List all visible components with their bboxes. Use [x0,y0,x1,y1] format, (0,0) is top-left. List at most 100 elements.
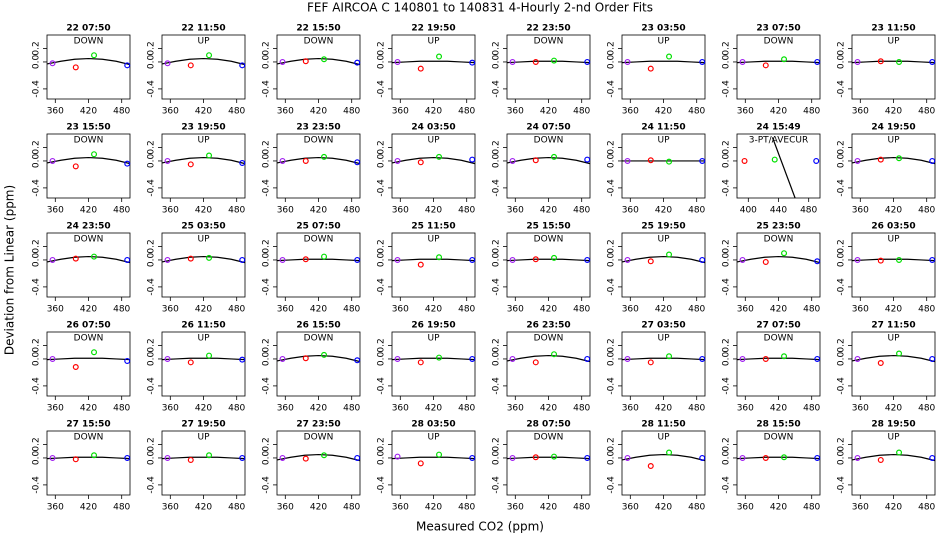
data-point [739,256,746,263]
y-tick-label: -0.4 [377,476,387,494]
data-point [394,256,401,263]
data-point [49,454,56,461]
panel-subtitle: DOWN [534,334,564,344]
panel-subtitle: UP [887,235,900,245]
panel-subtitle: DOWN [304,136,334,146]
panel-title: 24 15:49 [756,123,800,133]
y-tick-label: -0.4 [607,80,617,98]
data-point [354,454,361,461]
y-tick-label: 0.0 [377,154,387,169]
y-tick-label: 0.0 [32,253,42,268]
data-point [532,454,539,461]
y-tick-label: -0.4 [722,476,732,494]
data-point [354,256,361,263]
y-tick-label: 0.2 [607,338,617,352]
y-tick-label: 0.0 [722,154,732,169]
panel-subtitle: UP [427,136,440,146]
panel-title: 23 15:50 [66,123,110,133]
data-point [49,355,56,362]
data-point [279,157,286,164]
data-point [164,157,171,164]
y-tick-label: 0.2 [722,239,732,253]
x-tick-label: 480 [228,404,245,414]
y-tick-label: -0.4 [607,278,617,296]
y-tick-label: 0.0 [262,154,272,169]
y-tick-label: 0.2 [262,140,272,154]
y-tick-label: 0.0 [377,451,387,466]
x-tick-label: 360 [507,404,524,414]
data-point [666,251,673,258]
y-tick-label: 0.2 [32,41,42,55]
x-tick-label: 480 [688,503,705,513]
x-tick-label: 480 [918,503,935,513]
fit-curve [736,255,821,264]
data-point [321,56,328,63]
panel-title: 23 11:50 [871,24,915,34]
panel-subtitle: UP [427,235,440,245]
data-point [279,58,286,65]
data-point [187,161,194,168]
data-point [417,359,424,366]
x-tick-label: 360 [162,404,179,414]
panel-subtitle: DOWN [304,37,334,47]
y-tick-label: -0.4 [262,476,272,494]
fit-curve [161,57,246,66]
x-tick-label: 360 [277,107,294,117]
y-tick-label: -0.4 [492,476,502,494]
data-point [647,258,654,265]
fit-curve [161,456,246,460]
fit-curve [46,57,131,66]
data-point [896,350,903,357]
panel-subtitle: DOWN [74,235,104,245]
x-tick-label: 480 [113,305,130,315]
x-tick-label: 480 [228,206,245,216]
fit-curve [161,357,246,361]
x-tick-label: 480 [688,206,705,216]
fit-curve [736,456,821,460]
x-tick-label: 480 [343,503,360,513]
y-tick-label: -0.4 [32,278,42,296]
data-point [551,254,558,261]
y-tick-label: 0.2 [147,239,157,253]
data-point [321,452,328,459]
data-point [647,359,654,366]
y-tick-label: 0.0 [722,253,732,268]
x-tick-label: 420 [80,107,97,117]
data-point [666,449,673,456]
x-tick-label: 360 [47,404,64,414]
y-tick-label: 0.0 [262,352,272,367]
x-tick-label: 420 [80,503,97,513]
data-point [532,359,539,366]
data-point [584,355,591,362]
fit-curve [736,357,821,361]
data-point [739,355,746,362]
data-point [814,454,821,461]
x-tick-label: 420 [770,107,787,117]
y-tick-label: -0.4 [32,476,42,494]
data-point [666,353,673,360]
y-tick-label: -0.4 [147,377,157,395]
panel-subtitle: DOWN [534,37,564,47]
y-tick-label: 0.0 [147,55,157,70]
y-tick-label: -0.4 [837,278,847,296]
panel-subtitle: DOWN [74,433,104,443]
panel-subtitle: UP [427,433,440,443]
data-point [624,454,631,461]
data-point [187,62,194,69]
y-tick-label: 0.2 [492,140,502,154]
y-tick-label: -0.4 [607,377,617,395]
panel-title: 27 11:50 [871,321,915,331]
y-tick-label: 0.2 [147,41,157,55]
panel-subtitle: DOWN [764,235,794,245]
x-tick-label: 480 [688,404,705,414]
data-point [72,163,79,170]
data-point [302,58,309,65]
data-point [279,256,286,263]
x-tick-label: 480 [228,305,245,315]
data-point [929,355,936,362]
y-tick-label: -0.4 [722,278,732,296]
y-tick-label: -0.4 [492,179,502,197]
figure-title: FEF AIRCOA C 140801 to 140831 4-Hourly 2… [307,1,653,15]
y-tick-label: -0.4 [32,179,42,197]
fit-curve [276,156,361,165]
